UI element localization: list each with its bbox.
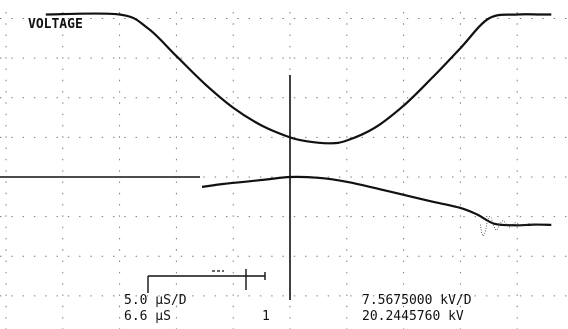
time-window-marker — [147, 269, 266, 293]
chart-title: VOLTAGE — [28, 17, 83, 32]
time-per-div-readout: 5.0 µS/D — [124, 293, 187, 308]
ringing-trace — [479, 215, 535, 237]
ringing-artifact — [479, 215, 535, 237]
voltage-value-readout: 20.2445760 kV — [362, 309, 464, 324]
chart-grid — [0, 12, 568, 329]
series-line-1 — [45, 12, 552, 145]
channel-number: 1 — [262, 309, 270, 324]
volts-per-div-readout: 7.5675000 kV/D — [362, 293, 472, 308]
series-group — [45, 12, 552, 227]
time-position-readout: 6.6 µS — [124, 309, 171, 324]
series-line-2 — [201, 175, 552, 227]
